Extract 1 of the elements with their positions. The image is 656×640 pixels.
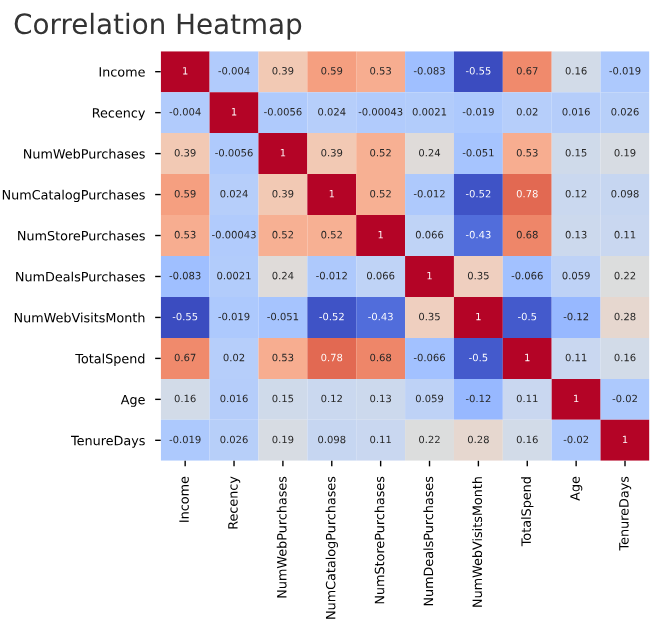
chart-title: Correlation Heatmap (14, 12, 302, 40)
